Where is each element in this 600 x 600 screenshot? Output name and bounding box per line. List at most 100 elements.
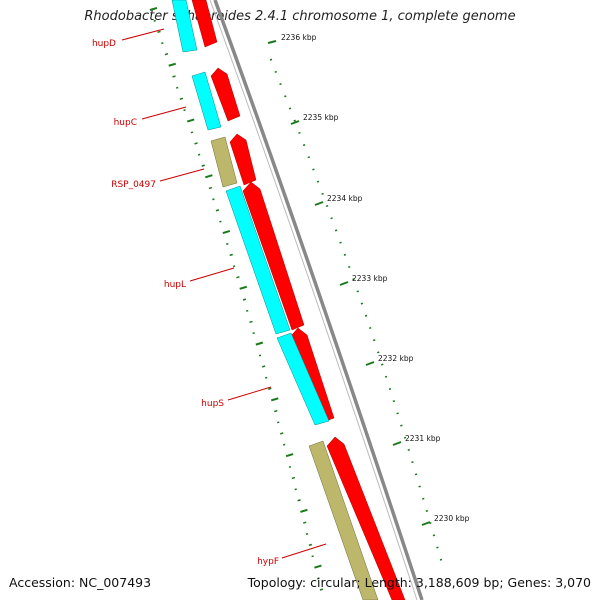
gene-label-hupC[interactable]: hupC: [114, 118, 137, 128]
gc-mark: [168, 62, 177, 67]
gc-mark: [429, 522, 432, 525]
scale-tick-label: 2231 kbp: [405, 434, 441, 443]
feature-hupL-forward[interactable]: [242, 181, 305, 331]
gc-mark: [316, 577, 320, 580]
gc-mark: [219, 220, 222, 223]
reverse-strand-track: [171, 0, 379, 600]
scale-tick-label: 2236 kbp: [281, 33, 317, 42]
gc-mark: [418, 485, 421, 488]
label-leader-hupD: [121, 28, 165, 41]
gc-mark: [226, 242, 229, 245]
backbone-line-inner: [209, 0, 418, 600]
gc-mark: [377, 351, 380, 354]
gc-mark: [164, 52, 169, 56]
gc-mark: [252, 332, 255, 335]
gc-mark: [288, 107, 292, 110]
gc-mark: [439, 558, 443, 561]
gc-mark: [291, 476, 296, 480]
gc-mark: [175, 86, 179, 89]
gene-label-hupS[interactable]: hupS: [201, 399, 224, 409]
forward-strand-track: [191, 0, 406, 600]
gc-mark: [316, 180, 320, 183]
gc-mark: [212, 198, 215, 201]
scale-tick: [290, 120, 300, 125]
feature-hupL-reverse[interactable]: [225, 185, 291, 335]
gc-mark: [242, 298, 247, 301]
gc-mark: [288, 465, 292, 469]
gc-mark: [300, 508, 308, 513]
gc-mark: [432, 534, 436, 537]
scale-tick-label: 2235 kbp: [303, 113, 339, 122]
gc-mark: [236, 276, 240, 279]
gene-label-hypF[interactable]: hypF: [257, 557, 279, 567]
gc-mark: [403, 436, 407, 439]
gc-mark: [384, 375, 388, 378]
gc-mark: [268, 387, 272, 390]
scale-tick: [339, 281, 349, 286]
feature-hupD-forward[interactable]: [191, 0, 218, 48]
gc-mark: [239, 285, 248, 290]
gc-mark: [298, 131, 301, 134]
gc-mark: [279, 83, 282, 86]
gc-mark: [380, 363, 384, 366]
scale-tick: [314, 201, 324, 206]
gc-mark: [325, 205, 329, 208]
gene-label-hupD[interactable]: hupD: [92, 39, 116, 49]
label-leader-hupL: [189, 267, 235, 282]
gc-mark: [161, 42, 164, 45]
gc-mark: [407, 448, 410, 451]
gc-mark: [215, 209, 220, 212]
gc-mark: [261, 365, 266, 368]
gc-mark: [339, 241, 342, 244]
gc-mark: [229, 253, 233, 257]
gc-mark: [246, 309, 249, 312]
feature-hypF-forward[interactable]: [326, 436, 406, 600]
gc-mark: [190, 131, 194, 134]
feature-hupD-reverse[interactable]: [171, 0, 198, 53]
feature-hypF-other[interactable]: [308, 440, 379, 600]
gc-mark: [343, 253, 347, 256]
gc-mark: [297, 499, 301, 502]
scale-tick: [392, 441, 402, 446]
accession-text: Accession: NC_007493: [9, 575, 152, 590]
gc-mark: [197, 153, 201, 156]
scale-tick: [267, 40, 277, 44]
scale-tick: [421, 521, 431, 526]
gc-mark: [302, 144, 306, 147]
gc-mark: [360, 302, 364, 305]
gc-mark: [201, 164, 205, 167]
label-leader-hypF: [281, 543, 327, 559]
gene-label-track: hupD hupC RSP_0497 hupL hupS hypF: [92, 28, 327, 567]
gc-mark: [364, 314, 368, 317]
gc-mark: [305, 532, 309, 535]
label-leader-RSP_0497: [159, 168, 205, 182]
gene-label-RSP_0497[interactable]: RSP_0497: [111, 180, 156, 190]
gene-label-hupL[interactable]: hupL: [164, 280, 186, 290]
feature-hupC-forward[interactable]: [210, 67, 241, 122]
gc-mark: [308, 543, 313, 547]
gc-mark: [258, 354, 262, 357]
feature-hupC-reverse[interactable]: [191, 71, 222, 131]
gc-mark: [186, 118, 195, 123]
gc-mark: [172, 75, 176, 78]
map-title: Rhodobacter sphaeroides 2.4.1 chromosome…: [84, 9, 516, 24]
scale-track: 2236 kbp 2235 kbp 2234 kbp 2233 kbp 2232…: [267, 33, 470, 526]
gc-mark: [179, 97, 184, 100]
gc-mark: [303, 521, 307, 524]
scale-tick-label: 2232 kbp: [378, 354, 414, 363]
feature-RSP_0497-forward[interactable]: [229, 133, 257, 186]
gc-mark: [436, 546, 439, 549]
gc-mark: [232, 265, 236, 268]
gc-mark: [205, 174, 213, 179]
gc-mark: [334, 229, 338, 232]
scale-tick-label: 2233 kbp: [352, 274, 388, 283]
gc-mark: [208, 186, 213, 190]
feature-RSP_0497-other[interactable]: [210, 136, 238, 188]
feature-hupS-reverse[interactable]: [276, 332, 330, 426]
gc-mark: [280, 432, 284, 435]
backbone-track: [209, 0, 424, 600]
gc-mark: [422, 497, 425, 500]
gc-mark: [264, 376, 268, 379]
gc-skew-track: [149, 6, 443, 591]
